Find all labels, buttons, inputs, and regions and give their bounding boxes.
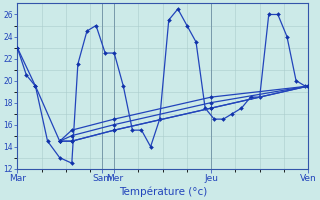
X-axis label: Température (°c): Température (°c) [119, 186, 207, 197]
